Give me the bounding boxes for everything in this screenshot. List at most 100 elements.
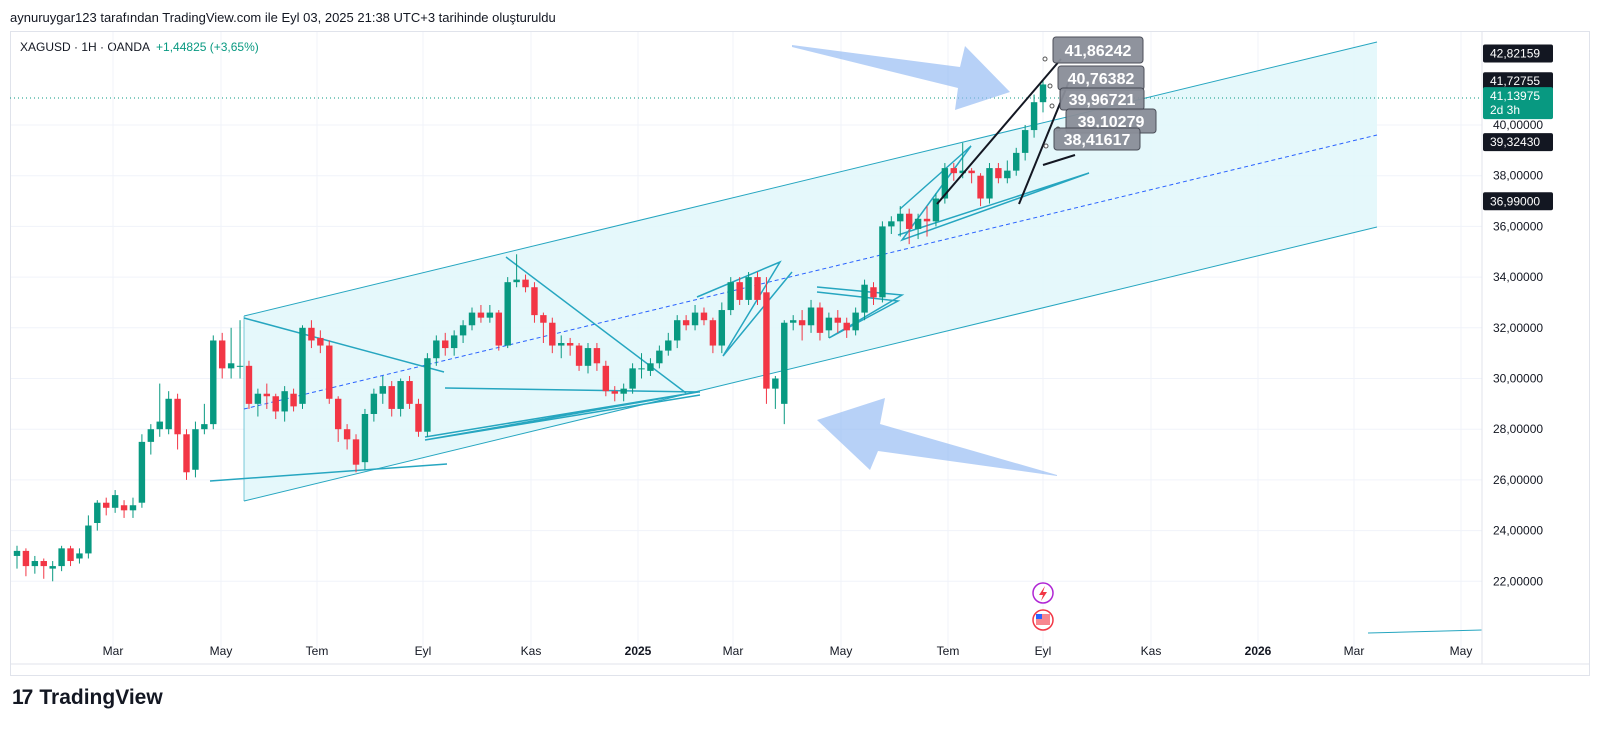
candle[interactable] <box>923 206 931 237</box>
channel-upper-line[interactable] <box>243 41 1378 317</box>
candle[interactable] <box>388 381 395 417</box>
candle[interactable] <box>870 282 877 305</box>
candle[interactable] <box>477 304 485 323</box>
candle[interactable] <box>406 375 413 409</box>
candle[interactable] <box>1039 79 1047 113</box>
candle[interactable] <box>816 302 824 341</box>
candle[interactable] <box>914 213 922 240</box>
candle[interactable] <box>22 548 30 577</box>
candle[interactable] <box>147 424 155 455</box>
candle[interactable] <box>602 360 610 397</box>
channel-lower-line[interactable] <box>243 226 1378 502</box>
candle[interactable] <box>290 388 297 412</box>
candle[interactable] <box>959 142 966 179</box>
candle[interactable] <box>718 302 726 354</box>
candle[interactable] <box>31 555 39 574</box>
candle[interactable] <box>700 307 708 326</box>
candle[interactable] <box>504 277 511 349</box>
candle[interactable] <box>781 320 788 425</box>
candle[interactable] <box>905 208 913 245</box>
candle[interactable] <box>192 421 199 478</box>
candle[interactable] <box>156 383 163 437</box>
candle[interactable] <box>94 500 101 531</box>
candle[interactable] <box>210 335 217 430</box>
candle[interactable] <box>513 254 520 288</box>
candle[interactable] <box>888 216 895 235</box>
candle[interactable] <box>1013 147 1020 176</box>
candle[interactable] <box>709 317 717 354</box>
channel-median-line[interactable] <box>243 134 1378 410</box>
candle[interactable] <box>245 360 253 409</box>
candle[interactable] <box>281 386 288 422</box>
candle[interactable] <box>825 312 833 338</box>
candle[interactable] <box>843 317 850 338</box>
candle[interactable] <box>584 343 592 374</box>
candle[interactable] <box>593 343 601 371</box>
candle[interactable] <box>941 163 949 204</box>
candle[interactable] <box>174 393 181 450</box>
candle[interactable] <box>789 315 797 331</box>
candle[interactable] <box>995 163 1002 184</box>
candle[interactable] <box>638 353 645 379</box>
candle[interactable] <box>111 490 119 513</box>
candle[interactable] <box>798 310 806 341</box>
candle[interactable] <box>647 358 654 376</box>
candle[interactable] <box>950 163 957 181</box>
candle[interactable] <box>486 304 494 323</box>
candle[interactable] <box>522 274 529 293</box>
candle[interactable] <box>352 434 360 473</box>
candle[interactable] <box>611 386 618 402</box>
candle[interactable] <box>326 340 333 404</box>
annotation-label[interactable]: 41,86242 <box>1042 36 1144 64</box>
symbol-legend[interactable]: XAGUSD · 1H · OANDA +1,44825 (+3,65%) <box>20 40 259 54</box>
candle[interactable] <box>531 282 538 323</box>
candle[interactable] <box>236 320 244 379</box>
candle[interactable] <box>495 310 502 351</box>
candle[interactable] <box>254 388 262 417</box>
annotation-label[interactable]: 39,96721 <box>1049 87 1145 111</box>
candle[interactable] <box>932 193 940 227</box>
candle[interactable] <box>834 310 842 333</box>
annotation-label[interactable]: 38,41617 <box>1043 127 1141 151</box>
candle[interactable] <box>1021 125 1029 161</box>
candle[interactable] <box>397 378 404 417</box>
candle[interactable] <box>656 345 663 369</box>
annotation-label[interactable]: 40,76382 <box>1047 65 1145 91</box>
candle[interactable] <box>272 393 279 420</box>
candle[interactable] <box>120 500 128 518</box>
time-axis[interactable]: Mar May Tem Eyl Kas 2025 Mar May Tem Eyl Kas 2026 Ma… <box>11 644 1589 665</box>
candle[interactable] <box>879 221 886 303</box>
candle[interactable] <box>691 304 699 331</box>
symbol-label[interactable]: XAGUSD · 1H · OANDA <box>20 40 151 54</box>
candle[interactable] <box>745 272 752 305</box>
candle[interactable] <box>968 168 975 184</box>
price-axis[interactable]: 22,00000 24,00000 26,00000 28,00000 30,00000… <box>1481 32 1543 664</box>
candle[interactable] <box>299 325 306 409</box>
candle[interactable] <box>575 343 583 371</box>
candle[interactable] <box>49 561 56 582</box>
candle[interactable] <box>665 332 672 356</box>
candle[interactable] <box>861 279 868 321</box>
candle[interactable] <box>540 312 547 344</box>
candle[interactable] <box>76 548 83 564</box>
candle[interactable] <box>442 332 449 356</box>
candle[interactable] <box>1004 160 1011 184</box>
tradingview-logo[interactable]: 17 TradingView <box>12 686 163 710</box>
annotation-label[interactable]: 39,10279 <box>1055 108 1157 134</box>
candle[interactable] <box>308 320 315 349</box>
candle[interactable] <box>85 515 92 559</box>
candle[interactable] <box>201 403 208 435</box>
candle[interactable] <box>1030 94 1038 138</box>
candle[interactable] <box>103 497 110 516</box>
candle[interactable] <box>227 327 235 379</box>
candle[interactable] <box>727 277 734 316</box>
candle[interactable] <box>763 277 770 404</box>
candle[interactable] <box>682 315 690 331</box>
candle[interactable] <box>138 434 146 508</box>
candle[interactable] <box>317 330 324 354</box>
candle[interactable] <box>549 317 556 354</box>
candle[interactable] <box>754 272 761 305</box>
candle[interactable] <box>129 497 137 518</box>
candle[interactable] <box>897 206 904 237</box>
